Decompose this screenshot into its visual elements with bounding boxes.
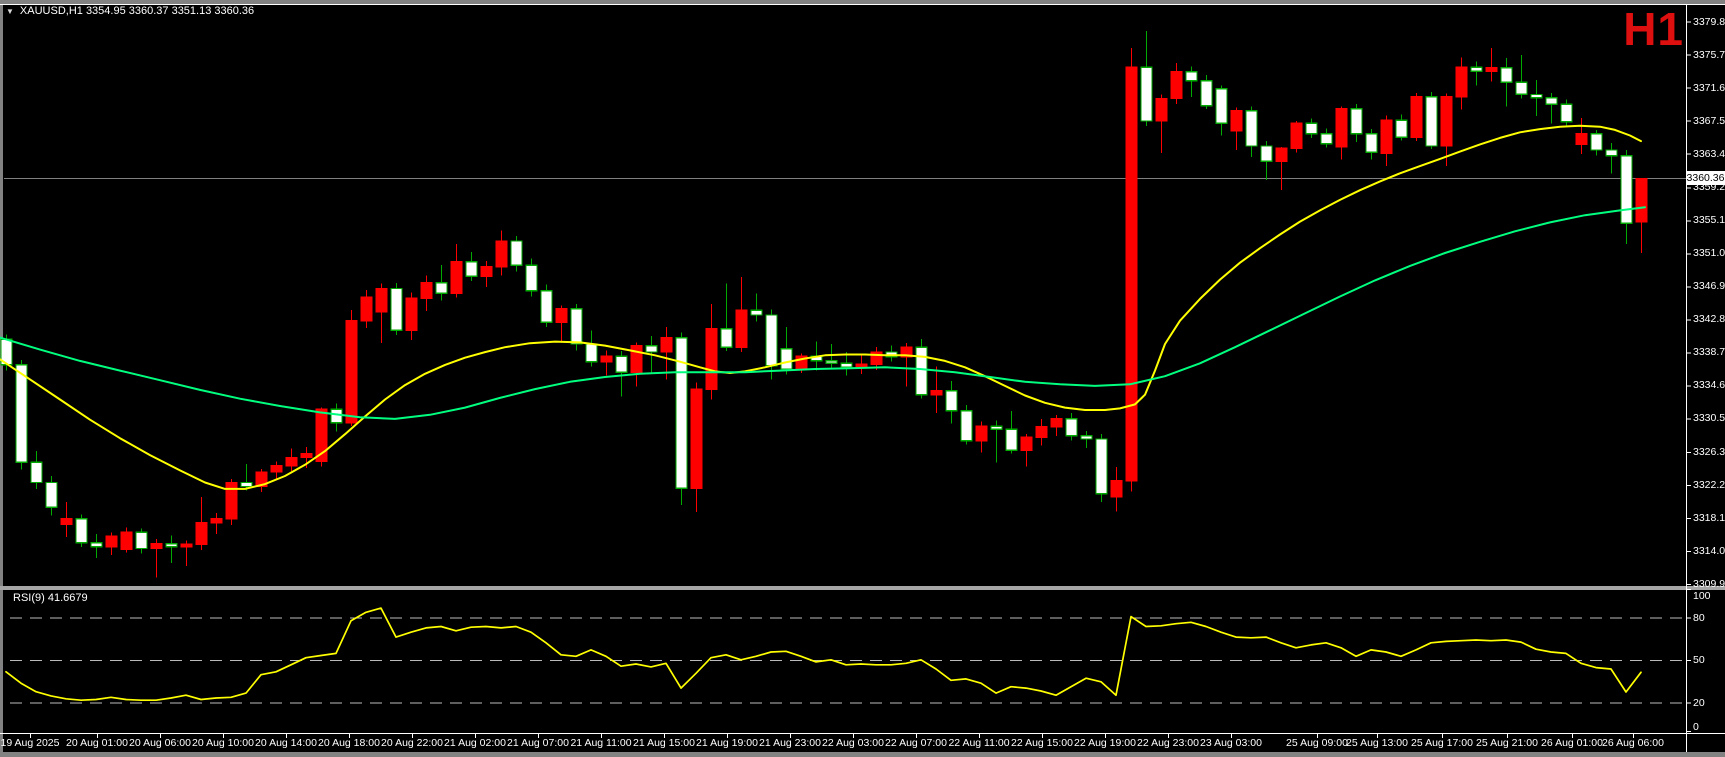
window-left-border — [0, 0, 3, 757]
time-axis-label: 20 Aug 22:00 — [381, 737, 443, 749]
time-axis-label: 21 Aug 07:00 — [507, 737, 569, 749]
rsi-indicator-label: RSI(9) 41.6679 — [13, 592, 88, 604]
time-axis-label: 20 Aug 01:00 — [66, 737, 128, 749]
rsi-axis-label: 20 — [1693, 696, 1705, 709]
time-axis-label: 25 Aug 13:00 — [1346, 737, 1408, 749]
chart-title: ▼ XAUUSD,H1 3354.95 3360.37 3351.13 3360… — [6, 5, 254, 18]
time-axis-label: 22 Aug 07:00 — [885, 737, 947, 749]
price-axis-label: 3334.60 — [1693, 379, 1725, 392]
timeframe-watermark: H1 — [1623, 3, 1684, 55]
time-axis-label: 22 Aug 23:00 — [1137, 737, 1199, 749]
symbol-ohlc-text: XAUUSD,H1 3354.95 3360.37 3351.13 3360.3… — [19, 5, 255, 17]
price-axis-label: 3309.90 — [1693, 578, 1725, 591]
price-axis-label: 3355.10 — [1693, 214, 1725, 227]
window-top-border — [0, 0, 1725, 4]
time-axis-label: 20 Aug 18:00 — [318, 737, 380, 749]
time-axis-label: 23 Aug 03:00 — [1200, 737, 1262, 749]
time-axis-label: 20 Aug 14:00 — [255, 737, 317, 749]
rsi-axis-label: 0 — [1693, 721, 1699, 733]
time-axis-label: 22 Aug 11:00 — [948, 737, 1010, 749]
time-axis-label: 25 Aug 21:00 — [1476, 737, 1538, 749]
price-axis-label: 3363.40 — [1693, 147, 1725, 160]
symbol-dropdown-icon[interactable]: ▼ — [6, 7, 14, 16]
price-axis-label: 3351.00 — [1693, 247, 1725, 260]
price-axis-label: 3338.70 — [1693, 346, 1725, 359]
price-axis-label: 3330.50 — [1693, 412, 1725, 425]
rsi-axis-label: 80 — [1693, 611, 1705, 624]
time-axis-label: 26 Aug 06:00 — [1602, 737, 1664, 749]
time-axis-label: 22 Aug 03:00 — [822, 737, 884, 749]
price-axis-label: 3367.50 — [1693, 114, 1725, 127]
time-axis-label: 21 Aug 15:00 — [633, 737, 695, 749]
time-axis-label: 22 Aug 19:00 — [1074, 737, 1136, 749]
time-axis-label: 25 Aug 17:00 — [1411, 737, 1473, 749]
price-axis-label: 3314.00 — [1693, 545, 1725, 558]
price-axis-label: 3371.60 — [1693, 81, 1725, 94]
price-axis-label: 3322.20 — [1693, 479, 1725, 492]
current-price-box: 3360.36 — [1686, 171, 1725, 186]
price-axis-label: 3318.10 — [1693, 512, 1725, 525]
price-axis-label: 3379.80 — [1693, 15, 1725, 28]
time-axis-label: 21 Aug 11:00 — [570, 737, 632, 749]
time-axis-label: 20 Aug 10:00 — [192, 737, 254, 749]
time-axis-label: 21 Aug 02:00 — [444, 737, 506, 749]
time-axis-label: 21 Aug 19:00 — [696, 737, 758, 749]
window-bottom-border — [0, 752, 1725, 757]
time-axis-label: 19 Aug 2025 — [0, 737, 60, 749]
time-axis-label: 26 Aug 01:00 — [1541, 737, 1603, 749]
price-axis-label: 3342.80 — [1693, 313, 1725, 326]
time-axis-label: 22 Aug 15:00 — [1011, 737, 1073, 749]
rsi-axis-label: 100 — [1693, 590, 1711, 602]
price-axis-label: 3375.70 — [1693, 48, 1725, 61]
time-axis-label: 21 Aug 23:00 — [759, 737, 821, 749]
time-axis-label: 25 Aug 09:00 — [1286, 737, 1348, 749]
rsi-axis-label: 50 — [1693, 654, 1705, 666]
price-axis-label: 3326.30 — [1693, 446, 1725, 459]
time-axis-label: 20 Aug 06:00 — [129, 737, 191, 749]
price-axis-label: 3346.90 — [1693, 280, 1725, 293]
